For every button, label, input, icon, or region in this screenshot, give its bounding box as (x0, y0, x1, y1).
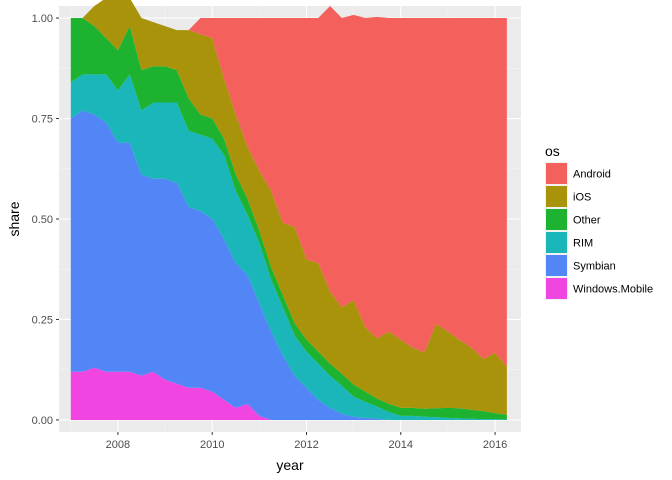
area-series-layer (70, 0, 507, 420)
y-tick-label: 0.75 (32, 114, 53, 126)
legend-swatch-ios (546, 186, 567, 207)
y-tick-label: 0.00 (32, 415, 53, 427)
legend-label: iOS (573, 192, 591, 204)
legend-title: os (545, 143, 560, 159)
area-windows-mobile (70, 367, 507, 420)
x-tick-label: 2012 (294, 439, 318, 451)
y-axis: 0.00 0.25 0.50 0.75 1.00 (32, 13, 59, 427)
legend-swatch-rim (546, 232, 567, 253)
legend-label: Symbian (573, 261, 616, 273)
x-tick-label: 2008 (106, 439, 130, 451)
area-symbian (70, 110, 507, 420)
x-axis: 2008 2010 2012 2014 2016 (106, 432, 507, 451)
area-rim (70, 74, 507, 420)
area-other (70, 18, 507, 420)
x-axis-title: year (276, 457, 304, 473)
x-tick-label: 2010 (200, 439, 224, 451)
legend-swatch-windows-mobile (546, 278, 567, 299)
legend-label: RIM (573, 238, 593, 250)
y-tick-label: 0.50 (32, 214, 53, 226)
y-tick-label: 1.00 (32, 13, 53, 25)
x-tick-label: 2014 (389, 439, 413, 451)
legend-label: Other (573, 215, 601, 227)
legend-label: Windows.Mobile (573, 284, 653, 296)
legend-swatch-other (546, 209, 567, 230)
area-ios (70, 0, 507, 415)
y-axis-title: share (6, 201, 22, 236)
legend-swatch-symbian (546, 255, 567, 276)
x-tick-label: 2016 (483, 439, 507, 451)
y-tick-label: 0.25 (32, 314, 53, 326)
legend-swatch-android (546, 163, 567, 184)
legend: os Android iOS Other RIM Symbian Windows.Mobi… (545, 143, 653, 300)
legend-label: Android (573, 169, 611, 181)
area-android (70, 0, 507, 367)
